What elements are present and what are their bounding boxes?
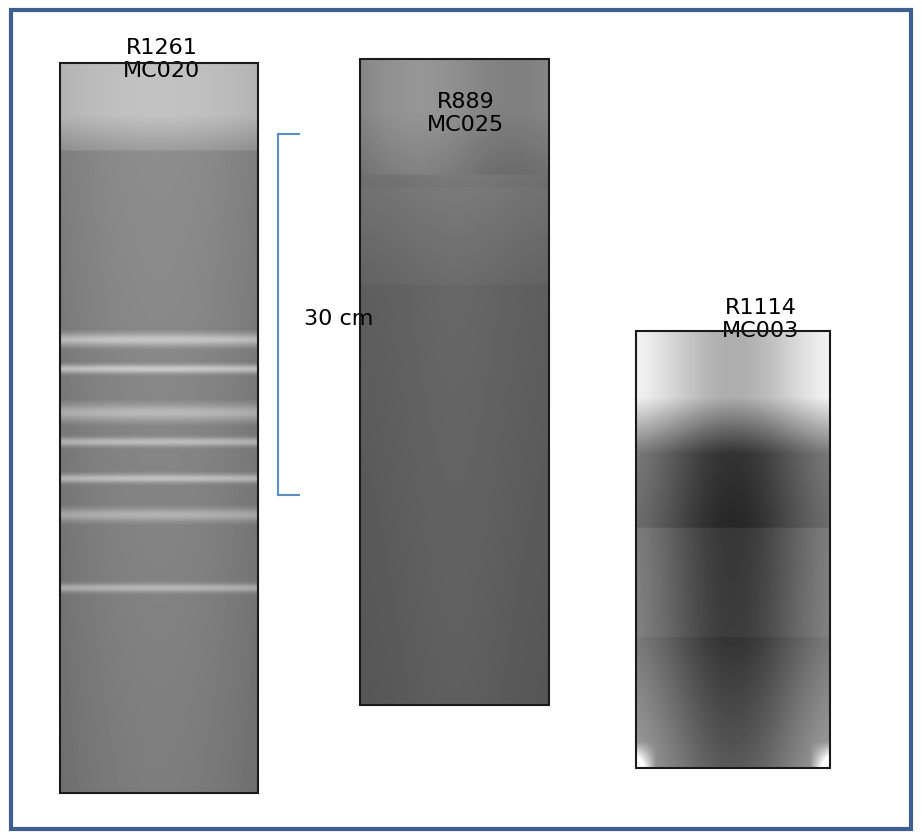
Bar — [636, 331, 830, 768]
Text: R1114
MC003: R1114 MC003 — [722, 298, 799, 341]
Text: R889
MC025: R889 MC025 — [427, 92, 504, 135]
Text: R1261
MC020: R1261 MC020 — [123, 38, 200, 81]
Bar — [60, 63, 258, 793]
Text: 30 cm: 30 cm — [304, 309, 373, 329]
Bar — [360, 59, 549, 705]
